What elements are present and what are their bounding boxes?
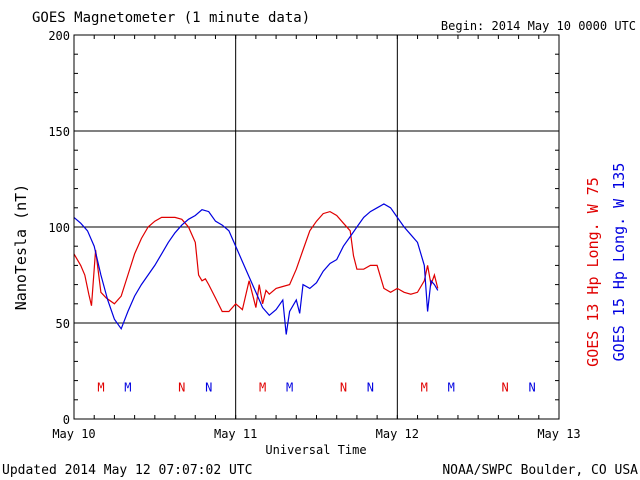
y-tick-label-4: 200 (48, 29, 70, 43)
x-tick-label-3: May 13 (537, 427, 580, 441)
footer-credit: NOAA/SWPC Boulder, CO USA (442, 463, 638, 478)
x-tick-label-1: May 11 (214, 427, 257, 441)
y-axis-ticks: 0 50 100 150 200 (48, 29, 559, 427)
series-layer (73, 203, 439, 335)
y-tick-label-2: 100 (48, 221, 70, 235)
footer-updated: Updated 2014 May 12 07:07:02 UTC (2, 463, 252, 478)
marker-m-1: M (124, 380, 131, 394)
marker-n-6: N (340, 380, 347, 394)
marker-m-9: M (448, 380, 455, 394)
x-axis-label: Universal Time (265, 443, 366, 457)
chart-title: GOES Magnetometer (1 minute data) (32, 10, 310, 26)
legend-goes15: GOES 15 Hp Long. W 135 (610, 163, 628, 362)
y-axis-label: NanoTesla (nT) (12, 184, 30, 310)
x-axis-ticks: May 10 May 11 May 12 May 13 (52, 35, 581, 441)
begin-label: Begin: 2014 May 10 0000 UTC (441, 19, 636, 33)
legend-goes13: GOES 13 Hp Long. W 75 (584, 177, 602, 367)
marker-n-11: N (528, 380, 535, 394)
x-tick-label-2: May 12 (376, 427, 419, 441)
marker-n-10: N (501, 380, 508, 394)
marker-n-3: N (205, 380, 212, 394)
y-tick-label-1: 50 (56, 317, 70, 331)
marker-m-4: M (259, 380, 266, 394)
marker-m-8: M (421, 380, 428, 394)
series-line-goes15 (73, 203, 439, 335)
marker-n-2: N (178, 380, 185, 394)
marker-m-5: M (286, 380, 293, 394)
x-tick-label-0: May 10 (52, 427, 95, 441)
marker-n-7: N (367, 380, 374, 394)
y-tick-label-3: 150 (48, 125, 70, 139)
y-tick-label-0: 0 (63, 413, 70, 427)
grid (73, 34, 560, 420)
marker-m-0: M (97, 380, 104, 394)
